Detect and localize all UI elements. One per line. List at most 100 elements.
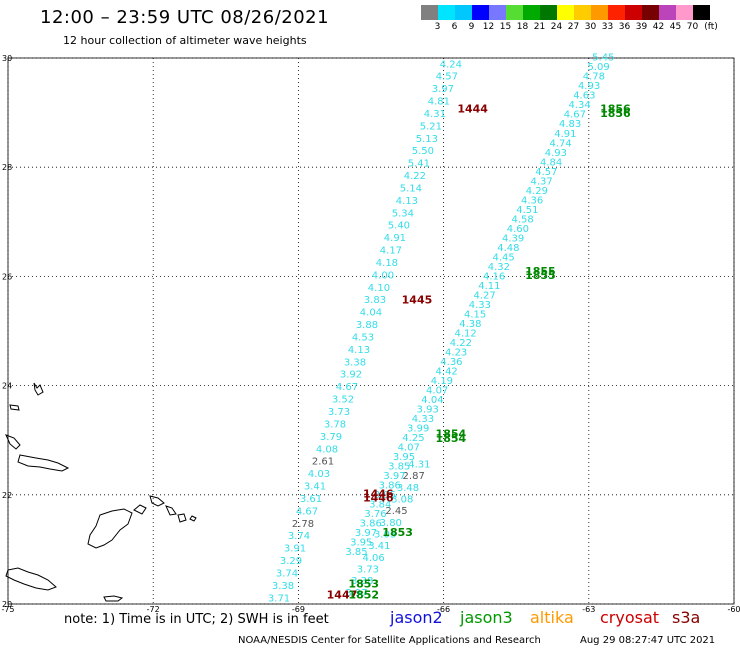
swh-value: 3.97 [383, 471, 405, 482]
swh-value: 4.18 [376, 258, 398, 269]
swh-value: 3.78 [324, 419, 346, 430]
swh-value: 4.34 [568, 100, 590, 111]
swh-value: 4.38 [459, 319, 481, 330]
swh-value: 4.57 [535, 167, 557, 178]
swh-value: 4.57 [436, 72, 458, 83]
color-scale-label: 9 [468, 22, 475, 32]
swh-value: 3.79 [320, 432, 342, 443]
color-swatch [642, 5, 659, 20]
swh-value: 4.16 [483, 271, 505, 282]
swh-value: 4.22 [404, 171, 426, 182]
swh-value: 4.36 [440, 357, 462, 368]
swh-value: 4.36 [521, 195, 543, 206]
swh-value: 4.25 [402, 433, 424, 444]
swh-value: 3.85 [345, 547, 367, 558]
lat-tick-label: 30 [2, 54, 12, 63]
time-label: 1444 [457, 103, 488, 116]
time-label: 1853 [382, 526, 413, 539]
color-scale-label: 12 [482, 22, 495, 32]
time-label: 1446 [363, 488, 394, 501]
map-gridlines [7, 57, 735, 605]
color-scale-bar [421, 5, 710, 20]
swh-value: 4.91 [554, 129, 576, 140]
time-label: 1855 [525, 269, 556, 282]
time-label: 1854 [436, 427, 467, 440]
satellite-legend-item: cryosat [600, 608, 660, 627]
color-swatch [659, 5, 676, 20]
swh-value: 4.17 [380, 246, 402, 257]
color-scale-label: 24 [550, 22, 563, 32]
swh-value: 4.31 [408, 460, 430, 471]
color-scale-label: 21 [533, 22, 546, 32]
swh-value: 4.93 [545, 148, 567, 159]
swh-value: 4.67 [564, 110, 586, 121]
swh-value: 3.74 [288, 531, 310, 542]
swh-value: 2.61 [312, 457, 334, 468]
swh-value: 4.60 [507, 224, 529, 235]
swh-value: 3.41 [368, 541, 390, 552]
swh-value: 3.93 [417, 404, 439, 415]
swh-value: 4.13 [396, 196, 418, 207]
color-swatch [489, 5, 506, 20]
color-scale-label: 18 [516, 22, 529, 32]
color-swatch [438, 5, 455, 20]
swh-value: 3.88 [356, 320, 378, 331]
lon-tick-label: -75 [1, 605, 14, 614]
swh-value: 3.73 [357, 564, 379, 575]
swh-value: 4.27 [474, 290, 496, 301]
coast-bahamas-b [165, 505, 177, 516]
swh-value: 2.87 [403, 471, 425, 482]
swh-value: 4.84 [540, 157, 562, 168]
time-label: 1853 [348, 578, 379, 591]
swh-value: 4.07 [398, 442, 420, 453]
swh-value: 4.22 [450, 338, 472, 349]
credit-date: Aug 29 08:27:47 UTC 2021 [580, 635, 716, 646]
swh-value: 5.34 [392, 208, 414, 219]
swh-value: 3.95 [393, 452, 415, 463]
color-scale-label: 33 [601, 22, 614, 32]
swh-value: 4.33 [412, 414, 434, 425]
color-swatch [693, 5, 710, 20]
coast-bahamas-a [149, 495, 165, 507]
color-swatch [523, 5, 540, 20]
swh-value: 4.83 [559, 119, 581, 130]
swh-value: 3.29 [280, 556, 302, 567]
swh-value: 4.78 [583, 72, 605, 83]
swh-value: 3.38 [351, 576, 373, 587]
satellite-legend-item: s3a [672, 608, 701, 627]
swh-value: 3.84 [369, 499, 391, 510]
swh-value: 5.14 [400, 183, 422, 194]
coast-island-a [33, 382, 44, 396]
swh-value: 3.86 [360, 518, 382, 529]
satellite-legend-item: jason3 [460, 608, 513, 627]
swh-value: 3.80 [380, 518, 402, 529]
lon-tick-label: -63 [582, 605, 595, 614]
swh-value: 3.85 [388, 461, 410, 472]
time-label: 1856 [600, 107, 631, 120]
swh-value: 4.06 [363, 553, 385, 564]
swh-value: 3.52 [332, 395, 354, 406]
swh-value: 4.33 [469, 300, 491, 311]
swh-value: 4.91 [384, 233, 406, 244]
swh-value: 3.97 [345, 588, 367, 599]
swh-value: 4.23 [445, 347, 467, 358]
coast-jamaica [5, 567, 57, 591]
swh-value: 3.38 [272, 581, 294, 592]
coastline [5, 382, 197, 602]
color-scale-label: 42 [652, 22, 665, 32]
color-swatch [421, 5, 438, 20]
swh-value: 4.15 [464, 309, 486, 320]
color-scale-label: 45 [669, 22, 682, 32]
time-labels: 1444 185618561855185514451854185414461446… [327, 103, 631, 602]
swh-value: 5.21 [420, 121, 442, 132]
swh-value: 4.53 [352, 332, 374, 343]
swh-value: 3.38 [344, 357, 366, 368]
coast-island-c [5, 434, 21, 450]
lon-tick-label: -60 [727, 605, 740, 614]
swh-value: 5.13 [416, 134, 438, 145]
color-swatch [472, 5, 489, 20]
swh-value: 4.42 [436, 366, 458, 377]
swh-value: 3.95 [374, 490, 396, 501]
time-label: 1856 [600, 103, 631, 116]
swh-value: 4.45 [493, 252, 515, 263]
